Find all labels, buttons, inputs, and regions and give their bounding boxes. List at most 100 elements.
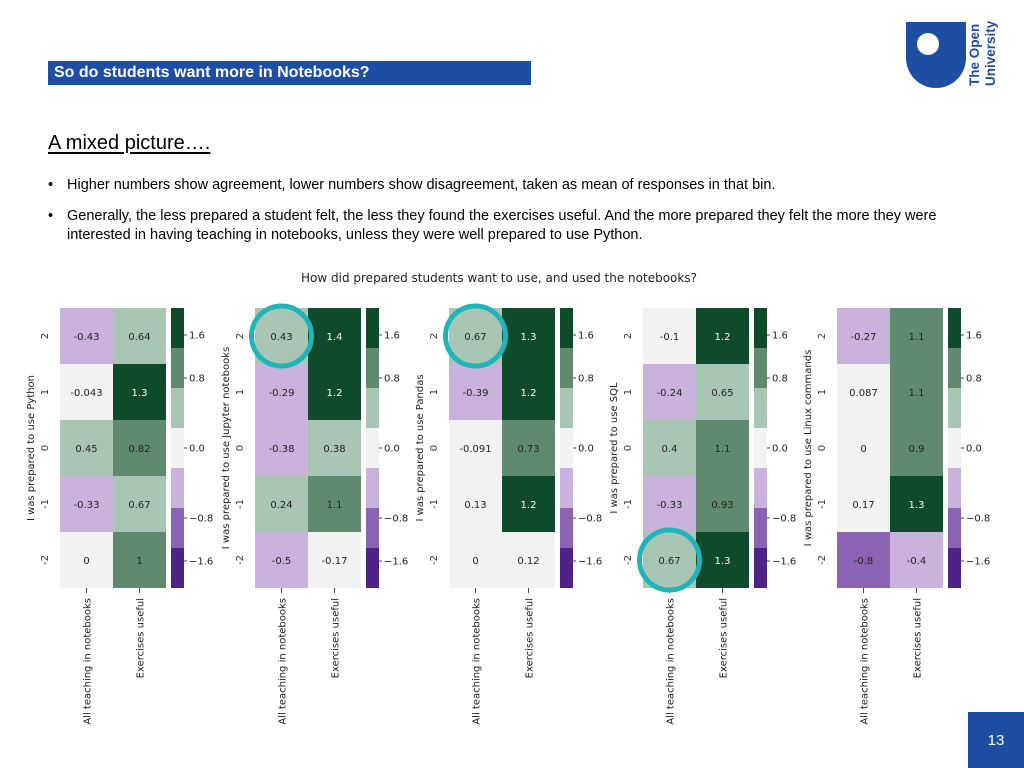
y-tick-label: 2 [235, 333, 246, 339]
cell-value-label: 1.3 [909, 500, 925, 511]
y-tick-label: 2 [40, 333, 51, 339]
heatmap-cell [696, 476, 749, 532]
heatmap-cell [643, 364, 696, 420]
x-tick-label: All teaching in notebooks [278, 598, 289, 725]
cell-value-label: 0.67 [658, 556, 680, 567]
logo-text-line1: The Open [967, 24, 982, 86]
colorbar-segment [366, 388, 379, 428]
colorbar-segment [366, 348, 379, 388]
x-tick-label: All teaching in notebooks [666, 598, 677, 725]
y-tick-label: 1 [235, 389, 246, 395]
cell-value-label: -0.043 [70, 388, 102, 399]
colorbar-segment [560, 428, 573, 468]
slide-title-bar: So do students want more in Notebooks? [48, 61, 531, 85]
colorbar-tick-label: −1.6 [189, 557, 213, 568]
colorbar-segment [560, 548, 573, 588]
heatmap-cell [113, 532, 166, 588]
x-tick-label: Exercises useful [525, 598, 536, 678]
cell-value-label: 0.17 [852, 500, 874, 511]
colorbar-segment [948, 468, 961, 508]
cell-value-label: -0.39 [463, 388, 489, 399]
cell-value-label: 0.43 [270, 332, 292, 343]
colorbar-segment [366, 548, 379, 588]
cell-value-label: 0.67 [464, 332, 486, 343]
colorbar-tick-label: −0.8 [772, 514, 796, 525]
y-tick-label: -2 [235, 555, 246, 565]
cell-value-label: 0.82 [128, 444, 150, 455]
y-axis-label: I was prepared to use SQL [609, 382, 620, 514]
colorbar-segment [754, 468, 767, 508]
colorbar-segment [366, 428, 379, 468]
y-tick-label: 0 [429, 445, 440, 451]
highlight-circle [443, 303, 508, 369]
cell-value-label: 0 [472, 556, 478, 567]
cell-value-label: 1.1 [715, 444, 731, 455]
colorbar-segment [754, 548, 767, 588]
colorbar-segment [560, 388, 573, 428]
colorbar-segment [948, 348, 961, 388]
heatmap-cell [308, 476, 361, 532]
bullet-item: Higher numbers show agreement, lower num… [48, 176, 988, 195]
heatmap-cell [113, 420, 166, 476]
heatmap-cell [449, 476, 502, 532]
cell-value-label: 1.1 [909, 388, 925, 399]
heatmap-cell [696, 532, 749, 588]
cell-value-label: -0.17 [322, 556, 348, 567]
colorbar-tick-label: 0.8 [578, 374, 594, 385]
heatmap-cell [502, 532, 555, 588]
heatmap-cell [60, 420, 113, 476]
colorbar-segment [560, 348, 573, 388]
cell-value-label: 0.67 [128, 500, 150, 511]
colorbar-tick-label: −0.8 [966, 514, 990, 525]
colorbar-tick-label: 0.8 [189, 374, 205, 385]
heatmap-cell [60, 532, 113, 588]
y-axis-label: I was prepared to use Jupyter notebooks [221, 347, 232, 549]
colorbar-tick-label: −1.6 [966, 557, 990, 568]
y-tick-label: -1 [235, 499, 246, 509]
cell-value-label: -0.38 [269, 444, 295, 455]
colorbar-tick-label: 0.0 [189, 444, 205, 455]
y-tick-label: -1 [429, 499, 440, 509]
cell-value-label: 1.2 [327, 388, 343, 399]
slide-subtitle: A mixed picture…. [48, 132, 211, 154]
y-axis-label: I was prepared to use Linux commands [803, 350, 814, 547]
cell-value-label: -0.1 [660, 332, 680, 343]
colorbar-segment [171, 308, 184, 348]
colorbar-segment [560, 468, 573, 508]
y-axis-label: I was prepared to use Pandas [415, 374, 426, 521]
chart-title: How did prepared students want to use, a… [301, 271, 697, 285]
colorbar-tick-label: −0.8 [384, 514, 408, 525]
colorbar-tick-label: 1.6 [384, 331, 400, 342]
cell-value-label: 0.38 [323, 444, 345, 455]
colorbar-tick-label: 0.8 [966, 374, 982, 385]
cell-value-label: 1.4 [327, 332, 343, 343]
heatmap-cell [643, 476, 696, 532]
heatmap-cell [696, 420, 749, 476]
page-number: 13 [987, 732, 1005, 749]
page-number-box: 13 [968, 712, 1024, 768]
heatmap-cell [890, 364, 943, 420]
y-tick-label: 2 [623, 333, 634, 339]
heatmap-cell [837, 420, 890, 476]
heatmap-cell [449, 364, 502, 420]
highlight-circle [249, 303, 314, 369]
cell-value-label: 0.73 [517, 444, 539, 455]
colorbar-segment [948, 388, 961, 428]
colorbar-tick-label: 0.0 [578, 444, 594, 455]
cell-value-label: 0.65 [711, 388, 733, 399]
cell-value-label: -0.24 [657, 388, 683, 399]
cell-value-label: 0.12 [517, 556, 539, 567]
y-tick-label: -2 [623, 555, 634, 565]
colorbar-segment [171, 388, 184, 428]
heatmap-chart: How did prepared students want to use, a… [26, 271, 990, 725]
colorbar-tick-label: 1.6 [966, 331, 982, 342]
heatmap-cell [837, 308, 890, 364]
y-tick-label: 0 [235, 445, 246, 451]
colorbar-segment [171, 468, 184, 508]
cell-value-label: 0.13 [464, 500, 486, 511]
heatmap-cell [449, 308, 502, 364]
cell-value-label: -0.4 [907, 556, 927, 567]
cell-value-label: 1 [136, 556, 142, 567]
x-tick-label: All teaching in notebooks [83, 598, 94, 725]
colorbar-tick-label: 0.0 [966, 444, 982, 455]
